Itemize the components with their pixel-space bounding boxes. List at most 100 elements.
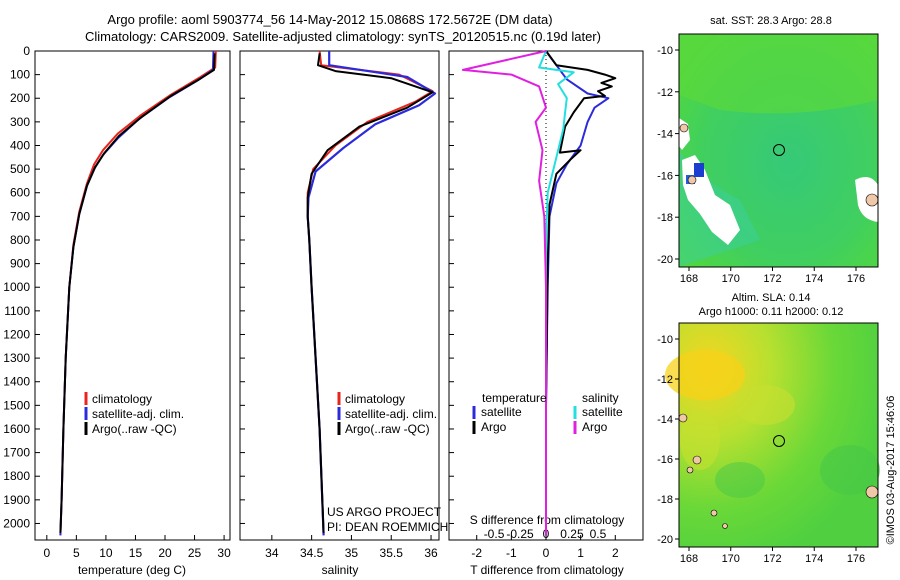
imos-watermark: ©IMOS 03-Aug-2017 15:46:06 [885, 396, 897, 545]
sla-high-region [680, 410, 720, 470]
depth-tick-label: 1900 [3, 493, 30, 507]
map-lat-label: -16 [657, 454, 673, 466]
x-tick-label: 0 [543, 546, 550, 560]
s-tick-label: -0.5 [484, 527, 505, 541]
temperature-panel [34, 50, 231, 541]
sst-map-title: sat. SST: 28.3 Argo: 28.8 [710, 15, 832, 27]
depth-axis: 0 100 200 300 400 500 600 700 800 900 1000 1100 1200… [3, 44, 40, 530]
depth-tick-label: 1700 [3, 446, 30, 460]
x-tick-label: 35.5 [380, 546, 404, 560]
sla-map-frame [678, 322, 879, 548]
depth-tick-label: 600 [10, 186, 30, 200]
t-difference-x-axis: -2 -1 0 1 2 [471, 535, 619, 560]
legend-s-argo-label: Argo [582, 420, 608, 434]
map-lon-label: 170 [722, 553, 740, 565]
sla-map-axes: -10 -12 -14 -16 -18 -20 168 170 172 174 176 [657, 334, 865, 565]
map-lon-label: 176 [847, 273, 865, 285]
x-tick-label: 30 [217, 546, 231, 560]
island [686, 466, 694, 474]
depth-tick-label: 1300 [3, 351, 30, 365]
depth-tick-label: 700 [10, 209, 30, 223]
t-difference-xlabel: T difference from climatology [470, 563, 624, 577]
difference-series [461, 50, 617, 536]
s-tick-label: -0.25 [506, 527, 534, 541]
depth-tick-label: 1100 [4, 304, 30, 318]
series-line-t-satellite [545, 50, 610, 536]
x-tick-label: 10 [99, 546, 113, 560]
depth-tick-label: 800 [10, 233, 30, 247]
depth-tick-label: 1200 [3, 327, 30, 341]
depth-tick-label: 900 [10, 257, 30, 271]
island [678, 413, 688, 423]
map-lon-label: 176 [847, 553, 865, 565]
legend-t-argo-label: Argo [481, 420, 507, 434]
depth-tick-label: 0 [23, 44, 30, 58]
legend-temperature-heading: temperature [482, 391, 547, 405]
salinity-xlabel: salinity [322, 563, 359, 577]
map-lat-label: -14 [657, 129, 673, 141]
series-line-t-argo [545, 50, 617, 536]
x-tick-label: 1 [577, 546, 584, 560]
legend-argo-label: Argo(..raw -QC) [345, 422, 430, 436]
sla-map [665, 322, 880, 548]
salinity-x-axis: 34 34.5 35 35.5 36 [265, 535, 438, 560]
s-tick-label: 0.5 [590, 527, 607, 541]
legend-argo-label: Argo(..raw -QC) [92, 422, 177, 436]
title-line-1: Argo profile: aoml 5903774_56 14-May-201… [107, 12, 552, 27]
map-lat-label: -16 [657, 170, 673, 182]
series-line-satellite-adj-clim- [59, 50, 215, 536]
map-lat-label: -14 [657, 414, 673, 426]
series-line-argo [306, 53, 434, 533]
island [679, 123, 689, 133]
sst-map [678, 33, 879, 268]
x-tick-label: 34.5 [300, 546, 324, 560]
legend-satellite-label: satellite-adj. clim. [92, 407, 184, 421]
float-location-marker [773, 144, 785, 156]
series-line-climatology [306, 50, 434, 536]
map-lat-label: -12 [657, 374, 673, 386]
map-lat-label: -18 [657, 212, 673, 224]
temperature-series [59, 50, 217, 536]
depth-tick-label: 500 [10, 162, 30, 176]
island [865, 485, 879, 499]
map-lat-label: -10 [657, 334, 673, 346]
sla-map-title-1: Altim. SLA: 0.14 [732, 292, 811, 304]
depth-tick-label: 400 [10, 138, 30, 152]
series-line-satellite-adj-clim- [306, 51, 437, 536]
map-lon-label: 174 [805, 273, 823, 285]
difference-legend: temperature satellite Argo salinity sate… [472, 391, 623, 434]
map-lon-label: 168 [680, 553, 698, 565]
float-location-marker [773, 435, 785, 447]
x-tick-label: -2 [471, 546, 482, 560]
series-line-s-argo [461, 50, 547, 536]
sst-map-axes: -10 -12 -14 -16 -18 -20 168 170 172 174 176 [657, 45, 865, 285]
x-tick-label: -1 [506, 546, 517, 560]
map-lat-label: -18 [657, 494, 673, 506]
map-lat-label: -20 [657, 534, 673, 546]
depth-tick-label: 300 [10, 115, 30, 129]
x-tick-label: 2 [612, 546, 619, 560]
legend-climatology-label: climatology [92, 392, 152, 406]
depth-tick-label: 2000 [3, 516, 30, 530]
sla-low-region [820, 445, 880, 495]
x-tick-label: 34 [265, 546, 279, 560]
legend-s-satellite-label: satellite [582, 405, 623, 419]
x-tick-label: 0 [43, 546, 50, 560]
sst-map-frame [678, 33, 879, 268]
depth-tick-label: 1800 [3, 469, 30, 483]
series-line-s-satellite [538, 50, 575, 536]
map-lon-label: 172 [763, 553, 781, 565]
s-tick-label: 0.25 [560, 527, 584, 541]
temperature-x-axis: 0 5 10 15 20 25 30 [43, 535, 231, 560]
x-tick-label: 20 [158, 546, 172, 560]
salinity-legend: climatology satellite-adj. clim. Argo(..… [337, 392, 437, 436]
depth-tick-label: 1600 [3, 422, 30, 436]
sla-low-region [715, 462, 765, 498]
project-annotation: US ARGO PROJECT [327, 505, 442, 519]
island [722, 523, 728, 529]
sla-high-region [735, 385, 795, 425]
sst-warm-region [679, 34, 878, 114]
sla-high-region [665, 350, 745, 400]
sst-cold-pixel [694, 163, 704, 177]
